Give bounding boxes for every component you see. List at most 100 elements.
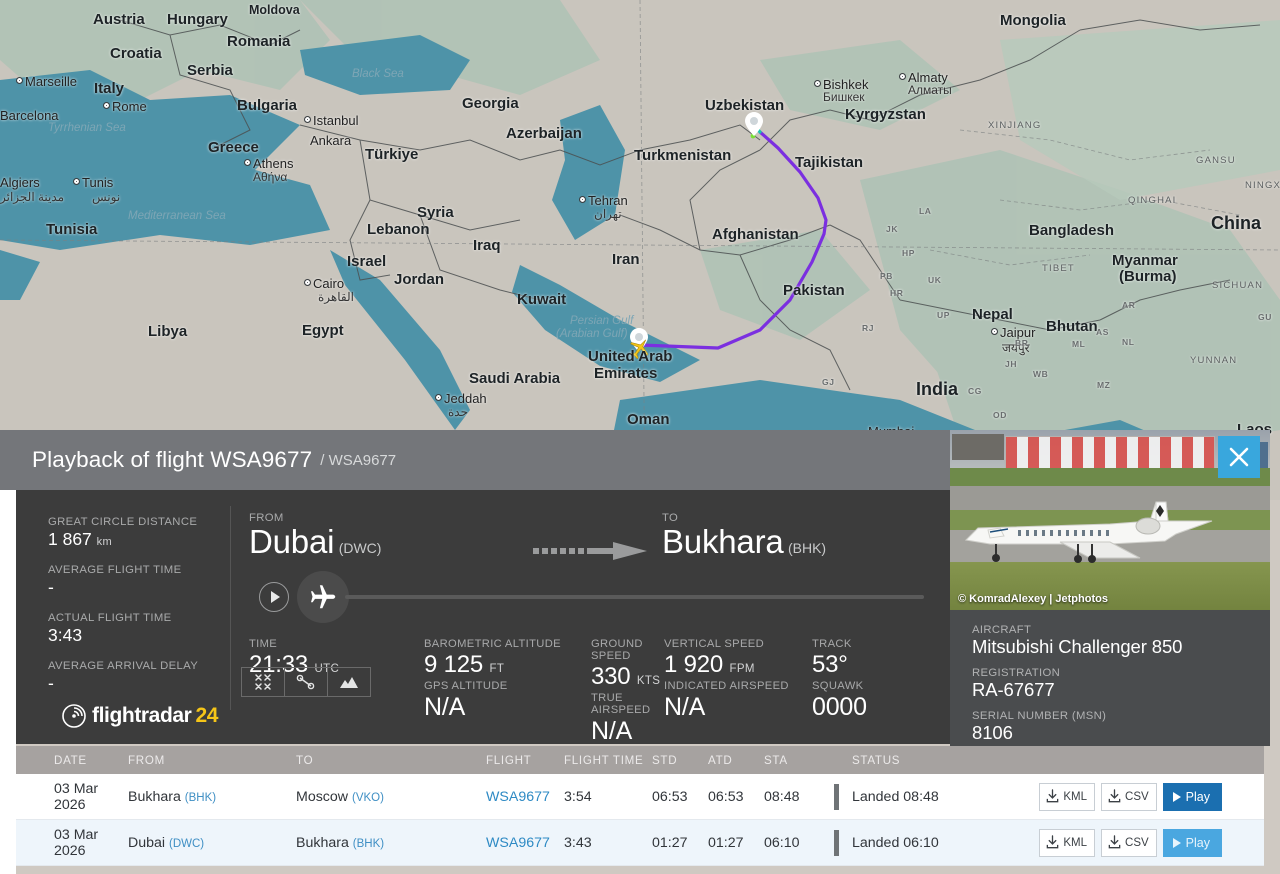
cell-flight[interactable]: WSA9677 <box>486 788 550 805</box>
csv-label: CSV <box>1125 790 1149 803</box>
kml-label: KML <box>1063 836 1088 849</box>
altitude-chart-button[interactable] <box>327 667 371 697</box>
stat-label: Actual flight time <box>48 612 172 624</box>
download-kml-button[interactable]: KML <box>1039 782 1096 811</box>
msn-label: Serial number (MSN) <box>972 710 1107 722</box>
arrow-right-icon <box>533 542 647 560</box>
cell-actions: KML CSV Play <box>1012 782 1264 811</box>
stat-value: - <box>48 673 54 693</box>
flight-history-table: Date From To Flight Flight time STD ATD … <box>16 746 1264 874</box>
origin-code: (DWC) <box>338 540 382 556</box>
stat-average-flight-time: Average flight time - <box>48 564 231 598</box>
play-label: Play <box>1185 835 1210 850</box>
metric-value: 9 125 FT <box>424 651 505 679</box>
live-metrics-row-1: Time 21:33 UTC Barometric altitude 9 125… <box>249 638 932 747</box>
route-origin[interactable]: From Dubai (DWC) <box>249 512 519 560</box>
origin-iata: (BHK) <box>184 791 217 804</box>
metric-label: Track <box>812 638 852 651</box>
photo-runway <box>950 486 1270 512</box>
download-csv-button[interactable]: CSV <box>1101 782 1157 811</box>
aircraft-position-icon[interactable] <box>628 336 652 365</box>
play-triangle-icon <box>271 591 280 604</box>
origin-marker[interactable] <box>630 328 648 352</box>
download-csv-button[interactable]: CSV <box>1101 828 1157 857</box>
map-city-dot <box>244 159 251 166</box>
map-city-dot <box>579 196 586 203</box>
map-city-dot <box>991 328 998 335</box>
column-header-to[interactable]: To <box>296 753 314 767</box>
status-bar <box>833 783 839 810</box>
cell-date: 03 Mar 2026 <box>54 826 99 859</box>
page-subtitle: / WSA9677 <box>320 451 397 469</box>
column-header-flight-time[interactable]: Flight time <box>564 753 644 767</box>
metric-barometric-altitude: Barometric altitude 9 125 FT GPS altitud… <box>424 638 591 747</box>
route-to-label: To <box>662 512 679 524</box>
aircraft-info: Aircraft Mitsubishi Challenger 850 Regis… <box>950 610 1270 746</box>
play-button[interactable] <box>259 582 289 613</box>
playback-slider-track[interactable] <box>345 595 924 600</box>
column-header-sta[interactable]: STA <box>764 753 788 767</box>
download-kml-button[interactable]: KML <box>1039 828 1096 857</box>
route-arrow <box>519 512 662 560</box>
flight-stats: Great circle distance 1 867 km Average f… <box>16 490 231 744</box>
cell-status: Landed 06:10 <box>852 834 939 851</box>
column-header-atd[interactable]: ATD <box>708 753 733 767</box>
close-button[interactable] <box>1218 436 1260 478</box>
stat-label: Average arrival delay <box>48 660 199 672</box>
cell-to[interactable]: Moscow (VKO) <box>296 788 384 805</box>
cell-to[interactable]: Bukhara (BHK) <box>296 834 385 851</box>
origin-city: Dubai <box>249 523 335 560</box>
cell-from[interactable]: Dubai (DWC) <box>128 834 205 851</box>
stat-average-arrival-delay: Average arrival delay - <box>48 660 231 694</box>
flightradar24-logo[interactable]: flightradar 24 <box>62 704 218 728</box>
fit-screen-button[interactable] <box>241 667 285 697</box>
route-path-button[interactable] <box>284 667 328 697</box>
map-city-dot <box>435 394 442 401</box>
status-bar <box>833 829 839 856</box>
stat-label: Great circle distance <box>48 516 198 528</box>
play-playback-button[interactable]: Play <box>1162 828 1222 857</box>
map-view-buttons <box>241 667 371 697</box>
metric-label: Time <box>249 638 278 651</box>
table-header-row: Date From To Flight Flight time STD ATD … <box>16 746 1264 774</box>
destination-iata: (BHK) <box>352 837 385 850</box>
destination-marker[interactable] <box>745 112 763 136</box>
cell-flight-time: 3:43 <box>564 834 592 851</box>
metric-value: 21:33 UTC <box>249 651 340 679</box>
metric-label-ias: Indicated airspeed <box>664 680 789 693</box>
metric-value-tas: N/A <box>591 717 633 746</box>
metric-value-squawk: 0000 <box>812 693 867 722</box>
column-header-status[interactable]: Status <box>852 753 901 767</box>
cell-flight[interactable]: WSA9677 <box>486 834 550 851</box>
logo-number: 24 <box>195 704 219 727</box>
playback-controls <box>249 568 932 626</box>
metric-label-gps: GPS altitude <box>424 680 508 693</box>
table-row[interactable]: 03 Mar 2026 Dubai (DWC) Bukhara (BHK) WSA96… <box>16 820 1264 866</box>
aircraft-photo[interactable]: © KomradAlexey | Jetphotos <box>950 430 1270 610</box>
cell-sta: 08:48 <box>764 788 800 805</box>
column-header-std[interactable]: STD <box>652 753 678 767</box>
metric-track: Track 53° Squawk 0000 <box>812 638 932 747</box>
column-header-from[interactable]: From <box>128 753 165 767</box>
map-city-dot <box>73 178 80 185</box>
photo-checkered-fence <box>1005 436 1215 472</box>
column-header-flight[interactable]: Flight <box>486 753 532 767</box>
cell-from[interactable]: Bukhara (BHK) <box>128 788 217 805</box>
route-from-label: From <box>249 512 284 524</box>
altitude-chart-icon <box>340 677 358 688</box>
cell-std: 06:53 <box>652 788 688 805</box>
playback-slider-handle[interactable] <box>297 571 349 624</box>
metric-value-ias: N/A <box>664 693 706 722</box>
map-city-dot <box>304 279 311 286</box>
route-summary: From Dubai (DWC) <box>249 512 932 560</box>
route-destination[interactable]: To Bukhara (BHK) <box>662 512 932 560</box>
play-playback-button[interactable]: Play <box>1162 782 1222 811</box>
cell-flight-time: 3:54 <box>564 788 592 805</box>
stat-value: 3:43 <box>48 625 83 645</box>
column-header-date[interactable]: Date <box>54 753 87 767</box>
map-terrain <box>0 0 1280 500</box>
csv-label: CSV <box>1125 836 1149 849</box>
table-row[interactable]: 03 Mar 2026 Bukhara (BHK) Moscow (VKO) WSA9… <box>16 774 1264 820</box>
map-city-dot <box>304 116 311 123</box>
play-label: Play <box>1185 789 1210 804</box>
